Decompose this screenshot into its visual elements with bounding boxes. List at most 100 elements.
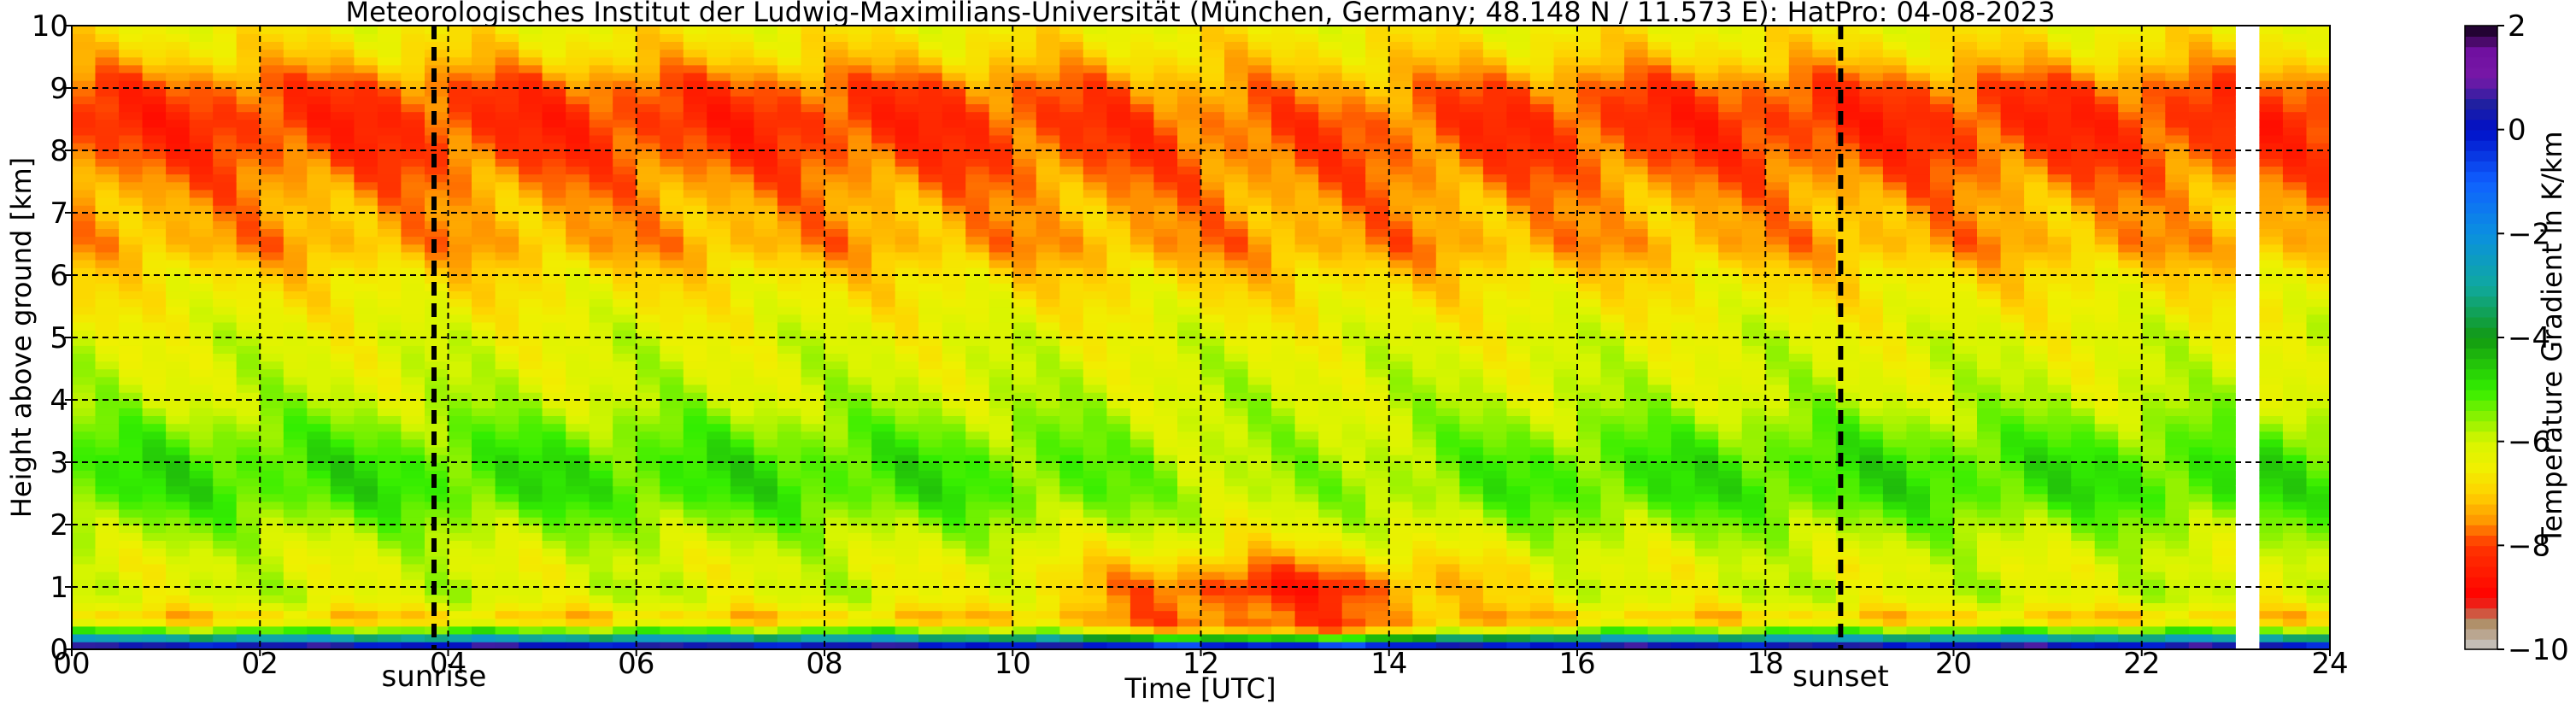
heatmap-cell [777, 540, 802, 549]
heatmap-cell [707, 493, 731, 502]
heatmap-cell [354, 166, 378, 175]
heatmap-cell [613, 166, 637, 175]
heatmap-cell [589, 478, 613, 487]
heatmap-cell [895, 423, 919, 432]
heatmap-cell [1247, 251, 1272, 261]
heatmap-cell [448, 345, 472, 354]
heatmap-cell [895, 306, 919, 315]
heatmap-cell [707, 602, 731, 612]
heatmap-cell [660, 555, 684, 565]
heatmap-cell [589, 400, 613, 408]
heatmap-cell [871, 587, 896, 595]
heatmap-cell [95, 548, 120, 557]
heatmap-cell [519, 337, 543, 346]
heatmap-cell [1412, 88, 1437, 97]
heatmap-cell [636, 446, 661, 455]
heatmap-cell [236, 321, 261, 331]
heatmap-cell [1247, 408, 1272, 416]
heatmap-cell [1130, 64, 1155, 73]
heatmap-cell [330, 548, 355, 557]
heatmap-cell [801, 587, 825, 595]
heatmap-cell [542, 454, 566, 463]
heatmap-cell [918, 251, 943, 261]
heatmap-cell [730, 220, 755, 229]
heatmap-cell [918, 49, 943, 58]
heatmap-cell [119, 462, 144, 471]
heatmap-cell [142, 267, 167, 276]
heatmap-cell [965, 384, 990, 393]
heatmap-cell [1365, 408, 1390, 416]
heatmap-cell [1083, 173, 1108, 183]
heatmap-cell [871, 454, 896, 463]
heatmap-cell [730, 337, 755, 346]
heatmap-cell [1177, 197, 1202, 206]
heatmap-cell [1459, 493, 1484, 502]
heatmap-cell [871, 548, 896, 557]
heatmap-cell [1365, 415, 1390, 425]
heatmap-cell [472, 555, 496, 565]
heatmap-cell [942, 119, 966, 128]
heatmap-cell [1083, 267, 1108, 276]
heatmap-cell [730, 438, 755, 448]
heatmap-cell [189, 641, 214, 649]
heatmap-cell [283, 641, 308, 649]
heatmap-cell [1365, 625, 1390, 635]
heatmap-cell [472, 454, 496, 463]
heatmap-cell [965, 197, 990, 206]
heatmap-cell [260, 353, 285, 362]
heatmap-cell [1506, 329, 1531, 338]
heatmap-cell [1459, 602, 1484, 612]
heatmap-cell [448, 478, 472, 487]
heatmap-cell [848, 88, 872, 97]
heatmap-cell [1506, 49, 1531, 58]
heatmap-cell [1012, 353, 1037, 362]
heatmap-cell [260, 595, 285, 603]
heatmap-cell [707, 415, 731, 425]
heatmap-cell [1459, 485, 1484, 495]
heatmap-cell [1153, 72, 1178, 81]
heatmap-cell [1106, 478, 1131, 487]
heatmap-cell [1106, 625, 1131, 635]
heatmap-cell [942, 345, 966, 354]
heatmap-cell [589, 368, 613, 378]
heatmap-cell [1529, 391, 1555, 401]
heatmap-cell [448, 400, 472, 408]
heatmap-cell [95, 618, 120, 627]
heatmap-cell [425, 158, 449, 167]
heatmap-cell [72, 508, 97, 518]
heatmap-cell [354, 204, 378, 214]
heatmap-cell [824, 267, 849, 276]
heatmap-cell [542, 236, 566, 245]
heatmap-cell [707, 236, 731, 245]
heatmap-cell [495, 431, 519, 440]
heatmap-cell [989, 220, 1013, 229]
heatmap-cell [519, 384, 543, 393]
heatmap-cell [1177, 555, 1202, 565]
heatmap-cell [589, 166, 613, 175]
heatmap-cell [377, 508, 402, 518]
heatmap-cell [1059, 408, 1084, 416]
heatmap-cell [1153, 275, 1178, 284]
heatmap-cell [1435, 525, 1461, 533]
heatmap-cell [354, 508, 378, 518]
heatmap-cell [683, 33, 708, 42]
heatmap-cell [636, 126, 661, 136]
heatmap-cell [1200, 361, 1225, 370]
heatmap-cell [871, 337, 896, 346]
heatmap-cell [1130, 353, 1155, 362]
heatmap-cell [1482, 298, 1508, 308]
heatmap-cell [119, 96, 144, 104]
heatmap-cell [918, 438, 943, 448]
heatmap-cell [519, 431, 543, 440]
heatmap-cell [824, 516, 849, 525]
heatmap-cell [589, 415, 613, 425]
heatmap-cell [613, 525, 637, 533]
heatmap-cell [260, 166, 285, 175]
heatmap-cell [989, 111, 1013, 120]
heatmap-cell [1130, 158, 1155, 167]
heatmap-cell [1435, 478, 1461, 487]
heatmap-cell [401, 454, 425, 463]
chart-title: Meteorologisches Institut der Ludwig-Max… [346, 0, 2056, 28]
heatmap-cell [283, 625, 308, 635]
heatmap-cell [918, 408, 943, 416]
